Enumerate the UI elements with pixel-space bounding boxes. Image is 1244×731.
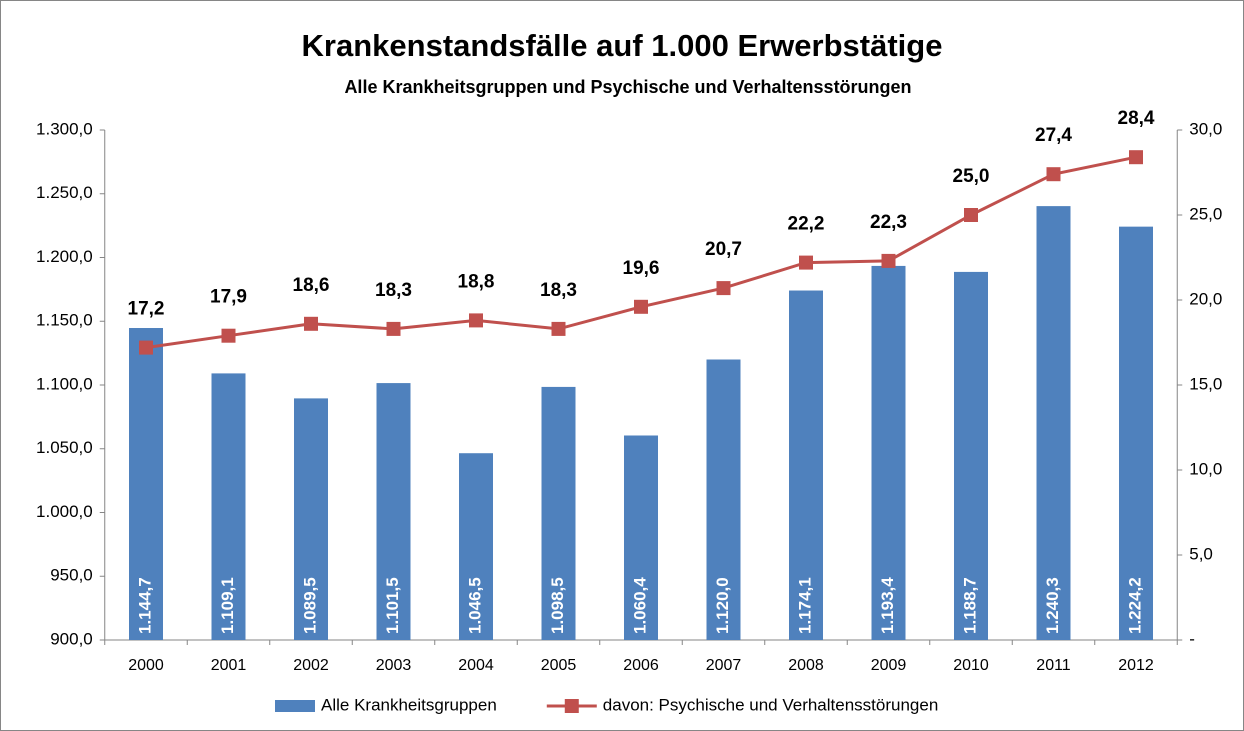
bar — [1119, 226, 1153, 640]
bar — [129, 328, 163, 640]
line-marker — [634, 299, 648, 314]
y2-tick-label: 20,0 — [1189, 289, 1222, 308]
line-marker — [304, 316, 318, 331]
bar-value-label: 1.144,7 — [135, 577, 154, 634]
line-value-label: 28,4 — [1118, 108, 1155, 129]
bar-value-label: 1.224,2 — [1125, 577, 1144, 634]
x-tick-label: 2003 — [376, 657, 412, 674]
bar-value-label: 1.046,5 — [465, 577, 484, 634]
legend-swatch — [275, 700, 315, 712]
x-tick-label: 2011 — [1036, 657, 1071, 674]
y-tick-label: 950,0 — [50, 566, 93, 585]
line-value-label: 20,7 — [705, 239, 742, 260]
chart-subtitle: Alle Krankheitsgruppen und Psychische un… — [344, 77, 911, 97]
line-value-label: 18,6 — [293, 275, 330, 296]
line-marker — [881, 253, 896, 268]
bar — [541, 386, 576, 640]
x-tick-label: 2001 — [211, 657, 247, 674]
line-value-label: 25,0 — [953, 166, 990, 187]
line-value-label: 17,2 — [128, 299, 165, 320]
line-marker — [716, 281, 731, 296]
y2-tick-label: 25,0 — [1189, 204, 1222, 223]
y-tick-label: 1.000,0 — [36, 502, 93, 521]
y-tick-label: 900,0 — [50, 629, 93, 648]
x-tick-label: 2007 — [706, 657, 742, 674]
x-tick-label: 2009 — [871, 657, 907, 674]
line-value-label: 19,6 — [623, 258, 660, 279]
bar-value-label: 1.109,1 — [218, 577, 237, 634]
x-tick-label: 2006 — [623, 657, 659, 674]
line-marker — [221, 328, 236, 343]
x-tick-label: 2008 — [788, 657, 824, 674]
line-value-label: 18,3 — [540, 280, 577, 301]
y2-tick-label: 5,0 — [1189, 544, 1213, 563]
line-marker — [469, 313, 483, 328]
bar-value-label: 1.188,7 — [960, 577, 979, 634]
line-value-label: 22,3 — [870, 212, 907, 233]
x-tick-label: 2002 — [293, 657, 329, 674]
y-tick-label: 1.300,0 — [36, 119, 93, 138]
bar-value-label: 1.240,3 — [1043, 577, 1062, 634]
bar — [459, 453, 493, 640]
chart-title: Krankenstandsfälle auf 1.000 Erwerbstäti… — [302, 28, 943, 63]
bar-value-label: 1.089,5 — [300, 577, 319, 634]
line-marker — [799, 255, 813, 270]
y2-tick-label: 30,0 — [1189, 119, 1222, 138]
legend-label: davon: Psychische und Verhaltensstörunge… — [603, 695, 939, 714]
bar-value-label: 1.120,0 — [713, 577, 732, 634]
line-marker — [386, 321, 401, 336]
line-marker — [964, 208, 978, 222]
bar — [376, 383, 411, 640]
bar — [871, 265, 906, 640]
y2-tick-label: - — [1189, 629, 1195, 648]
legend-swatch — [564, 699, 579, 713]
x-tick-label: 2005 — [541, 657, 577, 674]
line-value-label: 18,8 — [458, 271, 495, 292]
line-marker — [1046, 167, 1061, 182]
line-value-label: 22,2 — [788, 214, 825, 235]
bar-value-label: 1.193,4 — [878, 577, 897, 634]
y-tick-label: 1.150,0 — [36, 311, 93, 330]
line-marker — [139, 340, 153, 355]
y2-tick-label: 10,0 — [1189, 459, 1222, 478]
y2-tick-label: 15,0 — [1189, 374, 1222, 393]
bar-value-label: 1.174,1 — [795, 577, 814, 634]
bar-value-label: 1.098,5 — [548, 577, 567, 634]
bar — [294, 398, 328, 640]
x-tick-label: 2000 — [128, 657, 164, 674]
y-tick-label: 1.100,0 — [36, 374, 93, 393]
bar — [789, 290, 823, 640]
bar-value-label: 1.101,5 — [383, 577, 402, 634]
bar — [624, 435, 658, 640]
x-tick-label: 2010 — [953, 657, 989, 674]
y-tick-label: 1.050,0 — [36, 438, 93, 457]
x-tick-label: 2012 — [1118, 657, 1154, 674]
bar — [211, 373, 246, 640]
line-value-label: 17,9 — [210, 287, 247, 308]
bar — [954, 271, 988, 640]
x-tick-label: 2004 — [458, 657, 494, 674]
line-marker — [1129, 150, 1143, 165]
legend-label: Alle Krankheitsgruppen — [321, 695, 497, 714]
bar-value-label: 1.060,4 — [630, 577, 649, 634]
line-value-label: 18,3 — [375, 280, 412, 301]
y-tick-label: 1.250,0 — [36, 183, 93, 202]
line-value-label: 27,4 — [1035, 125, 1072, 146]
bar — [1036, 206, 1071, 640]
line-marker — [551, 321, 566, 336]
y-tick-label: 1.200,0 — [36, 247, 93, 266]
bar — [706, 359, 741, 640]
